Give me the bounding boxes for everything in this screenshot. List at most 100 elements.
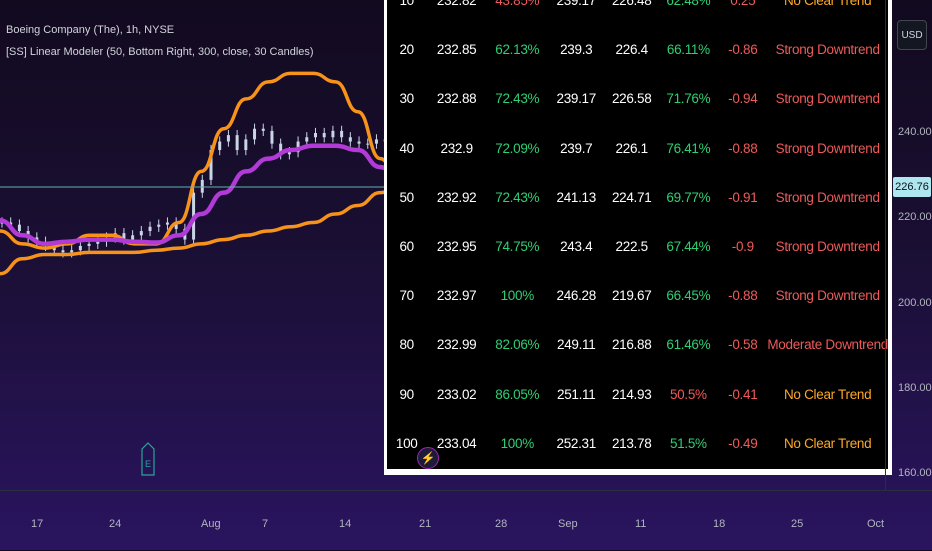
table-row: 30 232.88 72.43% 239.17 226.58 71.76% -0.94 Str…: [387, 74, 888, 123]
table-cell: Strong Downtrend: [775, 42, 880, 58]
table-cell: 40: [399, 140, 414, 156]
table-cell: 72.09%: [495, 140, 540, 156]
price-tick-label: 220.00: [898, 211, 932, 224]
table-cell: 72.43%: [495, 91, 540, 107]
table-row: 60 232.95 74.75% 243.4 222.5 67.44% -0.9 Strong…: [387, 222, 888, 271]
table-cell: 226.4: [615, 42, 649, 58]
table-cell: 67.44%: [666, 239, 711, 255]
table-cell: 232.95: [436, 239, 477, 255]
table-cell: 239.3: [560, 42, 593, 58]
candle-body: [314, 133, 317, 138]
table-cell: -0.94: [728, 91, 758, 107]
candle-body: [131, 235, 135, 240]
candle-body: [374, 139, 378, 144]
candle-body: [226, 135, 230, 142]
table-cell: Strong Downtrend: [775, 189, 880, 205]
table-cell: 66.45%: [666, 288, 711, 304]
lightning-bolt-icon[interactable]: ⚡: [417, 447, 439, 469]
candle-body: [305, 137, 309, 142]
table-cell: 251.11: [556, 386, 596, 402]
candle-body: [165, 222, 169, 225]
candle-body: [139, 231, 143, 236]
table-cell: 43.85%: [495, 0, 540, 9]
candlesticks: [0, 123, 422, 258]
candle-body: [174, 222, 178, 229]
table-cell: 252.31: [556, 435, 596, 451]
table-cell: -0.41: [728, 386, 758, 402]
candle-body: [322, 133, 326, 138]
table-cell: Moderate Downtrend: [767, 337, 888, 353]
candle-body: [122, 233, 126, 240]
table-cell: -0.9: [731, 239, 754, 255]
table-cell: -0.58: [728, 337, 758, 353]
table-cell: 249.11: [556, 337, 596, 353]
table-cell: 232.97: [436, 288, 477, 304]
currency-button[interactable]: USD: [897, 20, 927, 50]
candle-body: [78, 245, 82, 251]
candle-body: [157, 224, 161, 227]
table-row: 100 233.04 100% 252.31 213.78 51.5% -0.49 No Cl…: [387, 419, 888, 468]
indicator-title[interactable]: [SS] Linear Modeler (50, Bottom Right, 3…: [6, 46, 314, 58]
table-cell: 61.46%: [666, 337, 711, 353]
table-cell: 76.41%: [666, 140, 711, 156]
table-cell: 233.04: [436, 435, 477, 451]
time-tick-label: Oct: [867, 518, 885, 530]
time-axis[interactable]: 17 24 Aug 7 14 21 28 Sep 11 18 25 Oct: [0, 490, 932, 551]
price-tick-label: 160.00: [898, 467, 932, 479]
candle-body: [218, 141, 222, 151]
table-cell: 0.25: [730, 0, 756, 9]
table-cell: -0.88: [728, 140, 758, 156]
table-row: 80 232.99 82.06% 249.11 216.88 61.46% -0.58 Mod…: [387, 320, 888, 369]
table-row: 90 233.02 86.05% 251.11 214.93 50.5% -0.41 No C…: [387, 370, 888, 419]
candle-body: [148, 226, 152, 232]
price-tick-label: 180.00: [898, 381, 932, 394]
table-cell: -0.91: [728, 189, 758, 205]
symbol-title[interactable]: Boeing Company (The), 1h, NYSE: [6, 24, 175, 36]
table-cell: 232.85: [436, 42, 477, 58]
price-axis[interactable]: 240.00 220.00 200.00 180.00 160.00: [885, 0, 932, 490]
time-tick-label: 11: [635, 518, 647, 530]
linear-modeler-table: 10 232.82 43.85% 239.17 226.48 62.48% 0.25 No C…: [384, 0, 892, 475]
price-chart: [0, 71, 885, 276]
table-cell: 243.4: [560, 239, 593, 255]
candle-body: [87, 243, 91, 246]
time-tick-label: 28: [495, 518, 508, 530]
table-cell: 71.76%: [666, 91, 711, 107]
chart-plot-area[interactable]: [0, 0, 885, 490]
table-cell: 66.11%: [666, 42, 710, 58]
table-cell: Strong Downtrend: [775, 239, 880, 255]
table-cell: 246.28: [556, 288, 596, 304]
candle-body: [244, 139, 248, 151]
table-cell: 214.93: [611, 386, 652, 402]
table-cell: 20: [399, 42, 414, 58]
table-cell: Strong Downtrend: [775, 91, 880, 107]
candle-body: [357, 141, 361, 144]
table-cell: 239.7: [560, 140, 593, 156]
candle-body: [235, 135, 239, 151]
table-cell: 226.48: [611, 0, 652, 9]
earnings-marker[interactable]: E: [141, 442, 155, 476]
candle-body: [270, 130, 274, 144]
table-cell: 241.13: [556, 189, 596, 205]
table-cell: 222.5: [615, 239, 649, 255]
table-row: 70 232.97 100% 246.28 219.67 66.45% -0.88 Stron…: [387, 271, 888, 320]
time-tick-label: 24: [109, 518, 122, 530]
candle-body: [0, 222, 4, 224]
time-tick-label: Sep: [558, 518, 578, 530]
table-cell: 239.17: [556, 0, 596, 9]
table-cell: 232.82: [436, 0, 477, 9]
table-cell: 62.48%: [666, 0, 711, 9]
time-tick-label: 7: [262, 518, 269, 530]
table-cell: 232.99: [436, 337, 477, 353]
table-cell: 60: [399, 239, 414, 255]
table-cell: 232.9: [440, 140, 474, 156]
table-row: 20 232.85 62.13% 239.3 226.4 66.11% -0.86 Stron…: [387, 25, 888, 74]
table-cell: 72.43%: [495, 189, 540, 205]
table-cell: 10: [399, 0, 414, 9]
price-tick-label: 240.00: [898, 126, 932, 138]
table-body: 10 232.82 43.85% 239.17 226.48 62.48% 0.25 No C…: [387, 0, 888, 469]
table-row: 10 232.82 43.85% 239.17 226.48 62.48% 0.25 No C…: [387, 0, 888, 25]
candle-body: [9, 222, 13, 225]
table-row: 50 232.92 72.43% 241.13 224.71 69.77% -0.91 Str…: [387, 173, 888, 222]
lower-band-line: [0, 178, 427, 276]
